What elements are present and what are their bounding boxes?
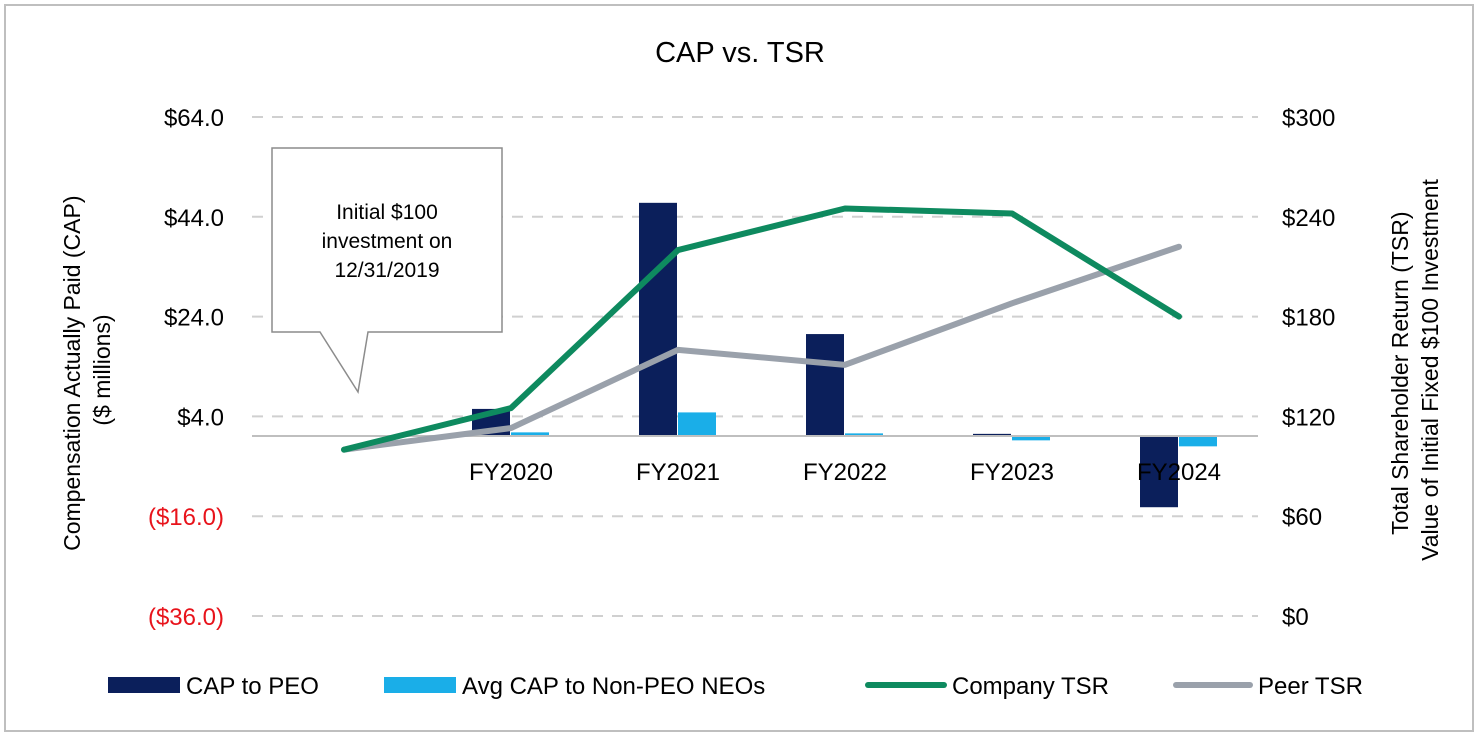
left-tick-label: ($36.0) xyxy=(148,604,224,631)
chart-frame xyxy=(4,4,1474,732)
left-tick-label: $24.0 xyxy=(164,305,224,332)
right-tick-label: $0 xyxy=(1282,604,1309,631)
category-label: FY2024 xyxy=(1137,459,1221,486)
left-tick-label: ($16.0) xyxy=(148,504,224,531)
legend-swatch-cap-peo xyxy=(108,677,180,693)
legend-label-cap-peo: CAP to PEO xyxy=(186,673,319,700)
tsr-lines xyxy=(341,205,1182,453)
legend: CAP to PEO Avg CAP to Non-PEO NEOs Compa… xyxy=(108,673,1363,700)
peer-tsr-line xyxy=(341,243,1182,453)
left-axis-title: Compensation Actually Paid (CAP) ($ mill… xyxy=(59,189,115,551)
right-axis-title: Total Shareholder Return (TSR) Value of … xyxy=(1387,178,1443,560)
legend-swatch-avg-cap-neo xyxy=(384,677,456,693)
bar-cap-peo xyxy=(806,334,844,437)
legend-label-peer-tsr: Peer TSR xyxy=(1258,673,1363,700)
right-axis-ticks: $300 $240 $180 $120 $60 $0 xyxy=(1282,105,1335,631)
bar-avg-cap-neo xyxy=(1012,436,1050,441)
bar-avg-cap-neo xyxy=(845,433,883,437)
category-label: FY2021 xyxy=(636,459,720,486)
category-label: FY2023 xyxy=(970,459,1054,486)
legend-label-avg-cap-neo: Avg CAP to Non-PEO NEOs xyxy=(462,673,765,700)
bar-cap-peo xyxy=(639,202,677,437)
right-tick-label: $180 xyxy=(1282,305,1335,332)
category-label: FY2020 xyxy=(469,459,553,486)
bar-cap-peo xyxy=(1140,436,1178,508)
bar-avg-cap-neo xyxy=(678,412,716,437)
right-tick-label: $300 xyxy=(1282,105,1335,132)
category-labels: FY2020 FY2021 FY2022 FY2023 FY2024 xyxy=(469,459,1221,486)
company-tsr-line xyxy=(341,205,1182,453)
callout-line-1: Initial $100 xyxy=(336,201,438,224)
bar-avg-cap-neo xyxy=(1179,436,1217,447)
initial-investment-callout: Initial $100 investment on 12/31/2019 xyxy=(271,147,503,395)
left-tick-label: $44.0 xyxy=(164,205,224,232)
category-label: FY2022 xyxy=(803,459,887,486)
left-axis-ticks: $64.0 $44.0 $24.0 $4.0 ($16.0) ($36.0) xyxy=(148,105,224,631)
legend-label-company-tsr: Company TSR xyxy=(952,673,1109,700)
right-tick-label: $240 xyxy=(1282,205,1335,232)
callout-bubble xyxy=(271,147,503,395)
bar-avg-cap-neo xyxy=(511,432,549,437)
chart-title: CAP vs. TSR xyxy=(655,37,825,69)
callout-line-3: 12/31/2019 xyxy=(334,259,439,282)
right-tick-label: $120 xyxy=(1282,404,1335,431)
left-tick-label: $4.0 xyxy=(177,404,224,431)
callout-line-2: investment on xyxy=(322,230,453,253)
right-tick-label: $60 xyxy=(1282,504,1322,531)
left-tick-label: $64.0 xyxy=(164,105,224,132)
